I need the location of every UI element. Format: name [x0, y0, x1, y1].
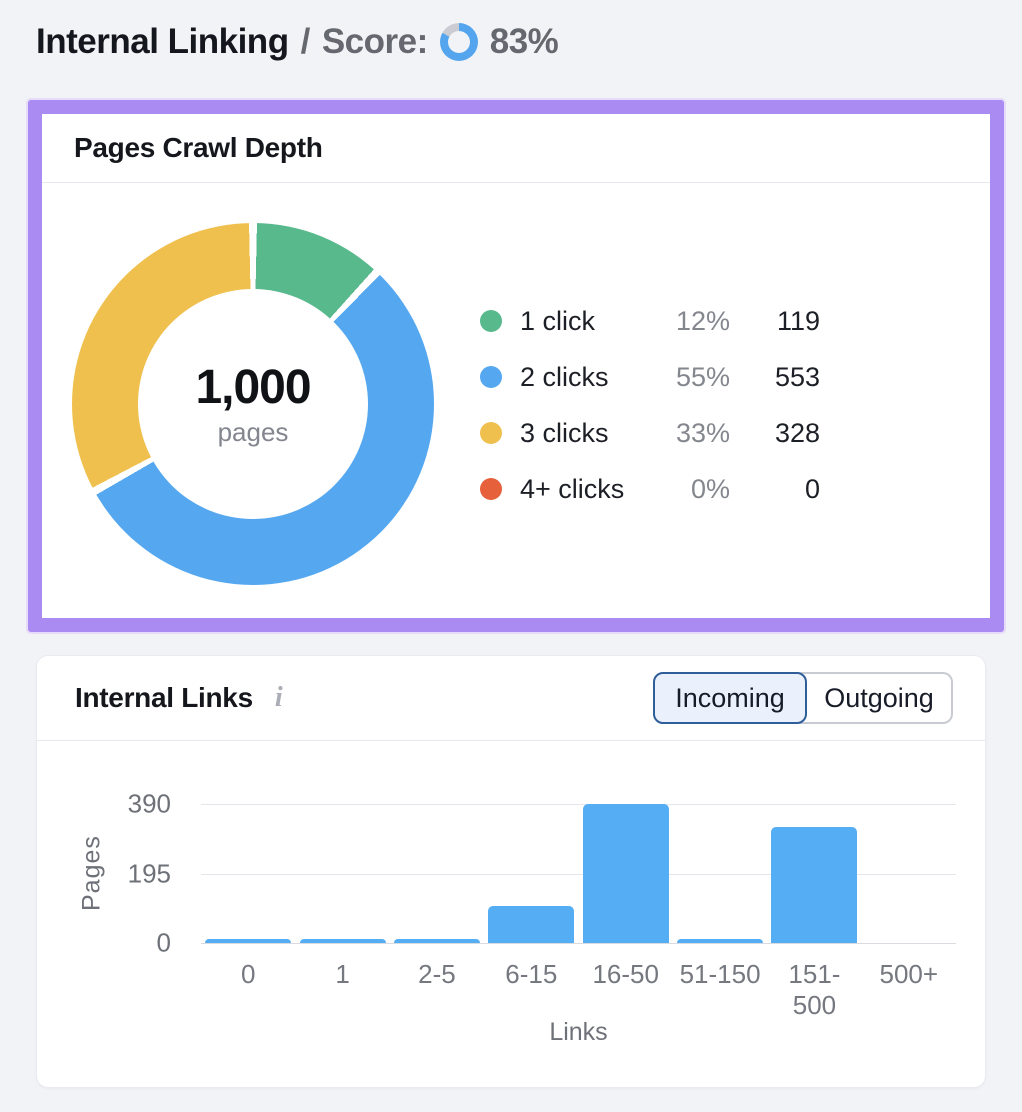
- pages-crawl-depth-card: Pages Crawl Depth 1,000 pages 1 click 12%…: [28, 100, 1004, 632]
- gridline: [201, 804, 956, 805]
- donut-center-value: 1,000: [195, 361, 311, 414]
- bar[interactable]: [393, 939, 480, 943]
- legend-pct: 12%: [675, 305, 730, 336]
- bar-slot: [201, 804, 295, 943]
- links-card-title: Internal Links: [75, 682, 253, 713]
- legend-pct: 0%: [690, 473, 730, 504]
- x-tick-label: 1: [335, 959, 350, 989]
- x-tick-label: 51-150: [679, 959, 761, 989]
- gridline: [201, 943, 956, 944]
- bar-slot: [484, 804, 578, 943]
- legend-pct: 33%: [675, 417, 730, 448]
- y-tick: 0: [156, 927, 171, 958]
- bar[interactable]: [582, 804, 669, 943]
- legend-row: 1 click 12% 119: [480, 293, 820, 349]
- internal-links-card: Internal Links i Incoming Outgoing 390 19…: [36, 655, 986, 1088]
- legend-label: 1 click: [520, 305, 596, 336]
- legend-row: 4+ clicks 0% 0: [480, 461, 820, 517]
- crawl-card-header: Pages Crawl Depth: [42, 114, 990, 183]
- legend-label: 3 clicks: [520, 417, 609, 448]
- bar[interactable]: [488, 905, 575, 943]
- gridline: [201, 873, 956, 875]
- bar-slot: [390, 804, 484, 943]
- links-card-header: Internal Links i Incoming Outgoing: [37, 656, 985, 741]
- info-icon[interactable]: i: [274, 682, 283, 713]
- bar-slot: [579, 804, 673, 943]
- legend-bullet-icon: [480, 310, 502, 332]
- y-axis-label: Pages: [77, 835, 106, 912]
- bar[interactable]: [677, 939, 764, 943]
- y-tick: 195: [127, 858, 171, 888]
- donut-legend: 1 click 12% 119 2 clicks 55% 553 3 clicks 33% 32…: [480, 293, 820, 517]
- legend-row: 2 clicks 55% 553: [480, 349, 820, 405]
- x-tick-label: 151-500: [788, 959, 841, 1020]
- legend-row: 3 clicks 33% 328: [480, 405, 820, 461]
- bar[interactable]: [771, 827, 858, 943]
- score-donut-icon: [439, 23, 478, 61]
- legend-label: 4+ clicks: [520, 473, 625, 504]
- x-tick-label: 500+: [879, 959, 939, 989]
- crawl-card-body: 1,000 pages 1 click 12% 119 2 clicks 55% 553 3…: [42, 183, 990, 617]
- bar[interactable]: [299, 939, 386, 943]
- page-title: Internal Linking: [36, 22, 289, 61]
- legend-value: 553: [774, 361, 820, 392]
- legend-value: 0: [804, 473, 820, 504]
- donut-center-label: pages: [217, 417, 289, 447]
- score-label: Score:: [321, 22, 428, 61]
- x-axis-label: Links: [549, 1018, 608, 1046]
- page-header: Internal Linking / Score: 83%: [36, 22, 559, 62]
- legend-pct: 55%: [675, 361, 730, 392]
- title-separator: /: [300, 22, 311, 61]
- bar-slot: [767, 804, 861, 943]
- toggle-group: Incoming Outgoing: [653, 672, 953, 724]
- legend-value: 328: [774, 417, 820, 448]
- bar-slot: [673, 804, 767, 943]
- legend-value: 119: [776, 305, 820, 336]
- x-tick-label: 6-15: [505, 959, 558, 989]
- x-tick-label: 16-50: [592, 959, 659, 989]
- bar-slot: [862, 804, 956, 943]
- toggle-outgoing[interactable]: Outgoing: [799, 672, 953, 724]
- bar-chart: [201, 804, 956, 943]
- legend-bullet-icon: [480, 422, 502, 444]
- x-tick-label: 0: [240, 959, 256, 989]
- crawl-card-title: Pages Crawl Depth: [74, 132, 323, 163]
- y-tick: 390: [127, 788, 171, 819]
- legend-bullet-icon: [480, 366, 502, 388]
- bar[interactable]: [205, 939, 292, 943]
- x-tick-label: 2-5: [418, 959, 456, 989]
- donut-center: 1,000 pages: [138, 289, 368, 519]
- legend-label: 2 clicks: [520, 361, 609, 392]
- x-axis-ticks: 0 1 2-5 6-15 16-50 51-150 151-500 500+: [201, 959, 956, 1021]
- toggle-incoming[interactable]: Incoming: [653, 672, 807, 724]
- score-value: 83%: [489, 22, 559, 61]
- donut-chart[interactable]: 1,000 pages: [72, 223, 434, 585]
- bar-slot: [295, 804, 389, 943]
- legend-bullet-icon: [480, 478, 502, 500]
